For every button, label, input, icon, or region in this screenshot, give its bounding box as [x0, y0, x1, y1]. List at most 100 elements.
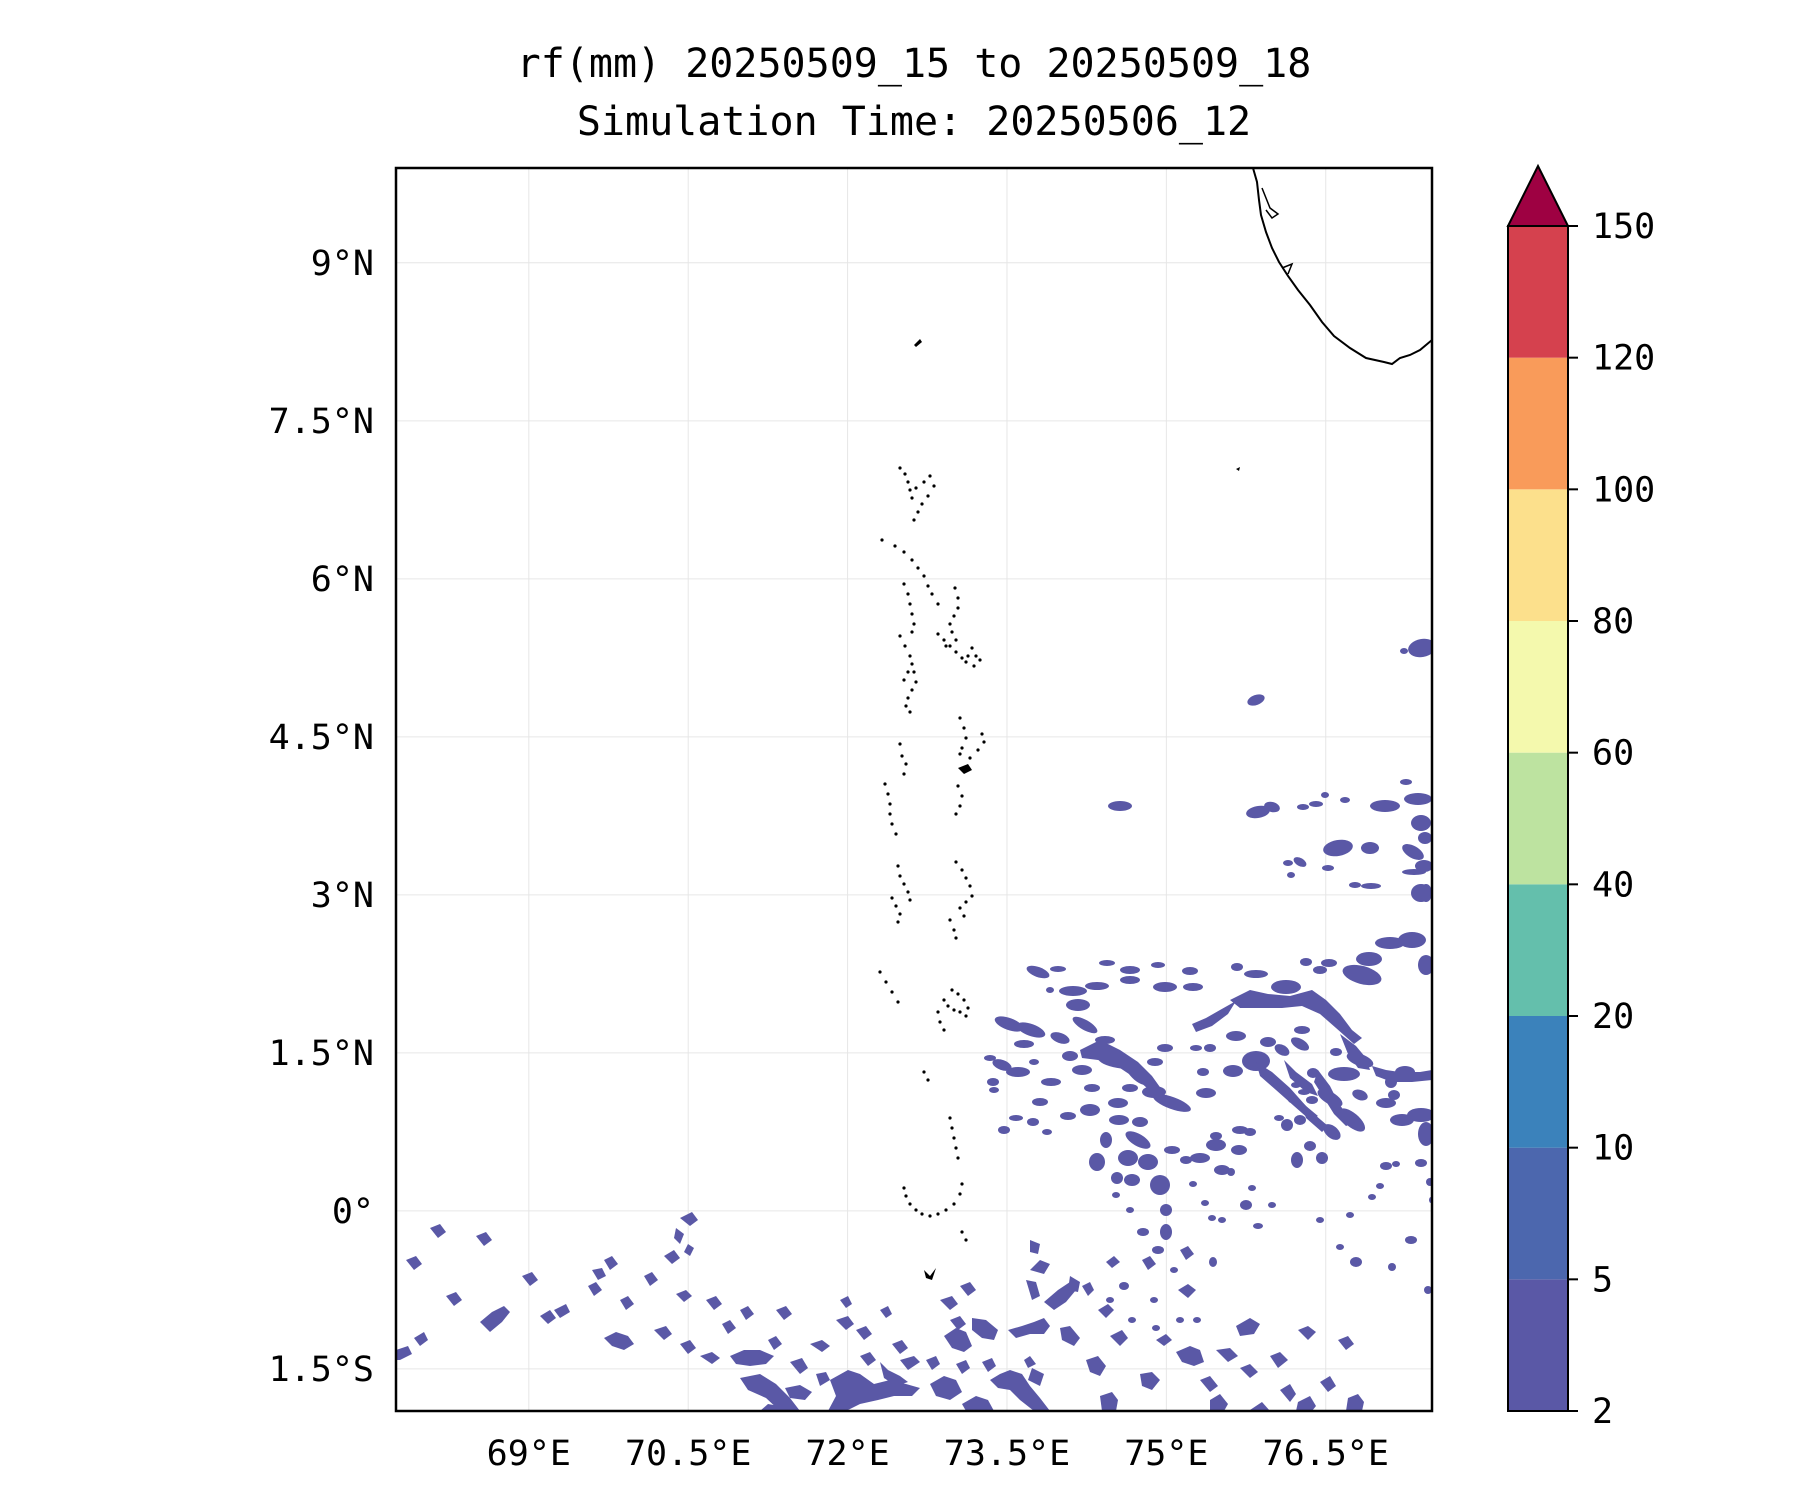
atoll-island	[958, 906, 962, 910]
rainfall-patch	[989, 1087, 999, 1093]
rainfall-patch	[1294, 1026, 1310, 1034]
rainfall-patch	[1350, 1257, 1362, 1267]
atoll-island	[910, 662, 914, 666]
atoll-island	[883, 782, 887, 786]
atoll-island	[952, 1202, 956, 1206]
rainfall-patch	[1042, 1129, 1052, 1135]
rainfall-patch	[1330, 1048, 1342, 1056]
atoll-island	[950, 630, 954, 634]
atoll-island	[966, 1006, 970, 1010]
rainfall-patch	[790, 1358, 808, 1374]
rainfall-patch	[1201, 1200, 1209, 1206]
atoll-island	[956, 606, 960, 610]
atoll-island	[954, 638, 958, 642]
y-tick-label: 0°	[332, 1192, 374, 1232]
rainfall-patch	[1200, 1376, 1218, 1392]
map-background	[396, 168, 1432, 1411]
rainfall-patch	[1156, 1334, 1172, 1346]
atoll-island	[896, 864, 900, 868]
atoll-island	[916, 510, 920, 514]
rainfall-patch	[962, 1396, 994, 1411]
rainfall-patch	[810, 1340, 830, 1352]
rainfall-patch	[1250, 1402, 1270, 1411]
maldives-atolls	[878, 466, 986, 1242]
rainfall-patch	[1164, 1146, 1180, 1154]
atoll-island	[926, 1078, 930, 1082]
rainfall-patch	[1030, 1240, 1040, 1254]
rainfall-patch	[1062, 1051, 1078, 1061]
colorbar-tick-label: 10	[1592, 1129, 1634, 1169]
atoll-island	[880, 538, 884, 542]
rainfall-patch	[1236, 1318, 1260, 1336]
atoll-island	[948, 918, 952, 922]
atoll-island	[956, 992, 960, 996]
rainfall-patch	[1340, 1034, 1370, 1070]
atoll-island	[922, 1070, 926, 1074]
rainfall-patch	[1402, 844, 1424, 860]
atoll-island	[902, 582, 906, 586]
rainfall-patch	[1060, 1326, 1080, 1346]
rainfall-patch	[1420, 884, 1432, 902]
rainfall-patch	[1084, 1084, 1100, 1092]
colorbar-tick-label: 150	[1592, 207, 1655, 247]
rainfall-patch	[1214, 1165, 1230, 1175]
rainfall-patch	[1293, 857, 1307, 867]
atoll-island	[942, 638, 946, 642]
rainfall-patch	[1122, 1084, 1138, 1092]
atoll-island	[888, 802, 892, 806]
atoll-island	[898, 874, 902, 878]
rainfall-patch	[1046, 987, 1054, 993]
atoll-island	[956, 784, 960, 788]
atoll-island	[910, 630, 914, 634]
atoll-island	[964, 660, 968, 664]
rainfall-patch	[1120, 976, 1140, 984]
rainfall-patch	[1086, 1356, 1106, 1376]
rainfall-patch	[1153, 982, 1177, 992]
colorbar-segment	[1508, 1147, 1568, 1280]
rainfall-patch	[1274, 1044, 1290, 1056]
rainfall-patch	[1190, 1153, 1210, 1163]
rainfall-patch	[740, 1374, 800, 1411]
rainfall-patch	[1026, 965, 1050, 979]
rainfall-patch	[836, 1316, 854, 1330]
rainfall-patch	[522, 1272, 538, 1286]
atoll-island	[980, 732, 984, 736]
rainfall-patch	[1307, 1068, 1319, 1078]
rainfall-patch	[1176, 1317, 1184, 1323]
rainfall-patch	[1016, 1022, 1046, 1038]
y-tick-label: 1.5°N	[269, 1034, 374, 1074]
rainfall-patch	[1066, 999, 1090, 1011]
rainfall-patch	[1151, 962, 1165, 968]
rainfall-patch	[944, 1328, 972, 1352]
colorbar-segment	[1508, 1016, 1568, 1148]
rainfall-patch	[676, 1290, 692, 1302]
atoll-island	[958, 804, 962, 808]
atoll-island	[968, 756, 972, 760]
rainfall-patch	[700, 1352, 720, 1364]
rainfall-patch	[1153, 1094, 1191, 1112]
rainfall-patch	[620, 1296, 634, 1310]
atoll-island	[908, 710, 912, 714]
rainfall-patch	[1160, 1204, 1172, 1216]
rainfall-patch	[674, 1228, 684, 1244]
rainfall-patch	[664, 1250, 680, 1264]
atoll-island	[968, 884, 972, 888]
rainfall-patch	[1370, 800, 1400, 812]
gridlines	[396, 168, 1432, 1411]
rainfall-patch	[406, 1256, 422, 1270]
atoll-island	[936, 602, 940, 606]
rainfall-patch	[1271, 980, 1301, 994]
atoll-island	[956, 596, 960, 600]
rainfall-patch	[1313, 966, 1327, 974]
rainfall-patch	[1216, 1348, 1238, 1362]
atoll-island	[916, 566, 920, 570]
colorbar-tick-label: 60	[1592, 734, 1634, 774]
atoll-island	[964, 900, 968, 904]
rainfall-patch	[1227, 1168, 1235, 1176]
rainfall-patch	[960, 1282, 976, 1296]
longitude-tick-labels: 69°E 70.5°E 72°E 73.5°E 75°E 76.5°E	[487, 1434, 1389, 1474]
rainfall-patch	[1300, 1100, 1328, 1132]
atoll-island	[962, 726, 966, 730]
rainfall-patch	[1008, 1318, 1050, 1338]
island-east	[1236, 467, 1240, 471]
